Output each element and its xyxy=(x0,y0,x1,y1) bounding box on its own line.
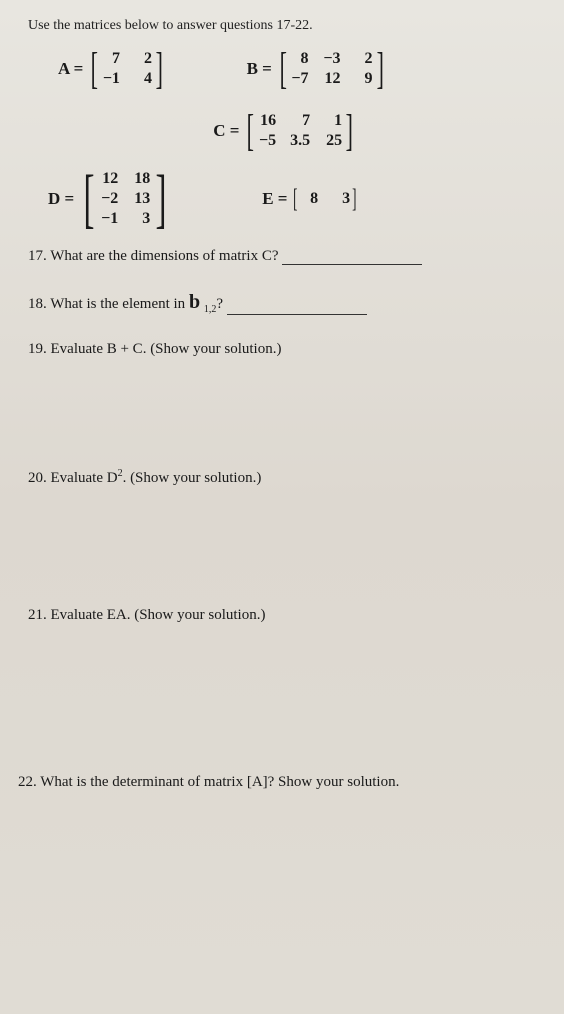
matrix-b-label: B = xyxy=(247,59,272,79)
cell: 16 xyxy=(258,112,276,130)
matrix-b: B = [ 8 −3 2 −7 12 9 ] xyxy=(247,50,388,88)
matrix-d: D = [ 12 18 −2 13 −1 3 ] xyxy=(48,170,172,228)
cell: 1 xyxy=(324,112,342,130)
cell: 3.5 xyxy=(290,132,310,150)
matrix-d-grid: 12 18 −2 13 −1 3 xyxy=(100,170,150,228)
cell: 12 xyxy=(323,70,341,88)
answer-blank xyxy=(282,251,422,265)
cell: 3 xyxy=(132,210,150,228)
question-20: 20. Evaluate D2. (Show your solution.) xyxy=(28,468,542,487)
matrix-a-label: A = xyxy=(58,59,83,79)
cell: −1 xyxy=(102,70,120,88)
matrix-e: E = [ 8 3 ] xyxy=(262,189,359,210)
matrix-b-grid: 8 −3 2 −7 12 9 xyxy=(291,50,373,88)
matrix-d-label: D = xyxy=(48,189,74,209)
bracket-left: [ xyxy=(280,51,287,86)
answer-blank xyxy=(227,301,367,315)
cell: 13 xyxy=(132,190,150,208)
q20-text-b: . (Show your solution.) xyxy=(123,470,262,486)
cell: 2 xyxy=(134,50,152,68)
cell: 4 xyxy=(134,70,152,88)
question-19: 19. Evaluate B + C. (Show your solution.… xyxy=(28,341,542,358)
cell: −5 xyxy=(258,132,276,150)
question-22: 22. What is the determinant of matrix [A… xyxy=(18,774,542,791)
matrix-e-grid: 8 3 xyxy=(300,190,350,208)
bracket-left: [ xyxy=(247,113,254,148)
matrix-c-label: C = xyxy=(213,121,239,141)
cell: 8 xyxy=(291,50,309,68)
cell: 9 xyxy=(355,70,373,88)
q18-b-symbol: b xyxy=(189,291,200,313)
cell: 7 xyxy=(102,50,120,68)
bracket-left: [ xyxy=(91,51,98,86)
bracket-right: ] xyxy=(346,113,353,148)
matrix-c-grid: 16 7 1 −5 3.5 25 xyxy=(258,112,342,150)
bracket-left: [ xyxy=(84,173,95,226)
cell: 7 xyxy=(290,112,310,130)
bracket-right: ] xyxy=(352,189,356,210)
question-18: 18. What is the element in b 1,2? xyxy=(28,291,542,315)
matrix-c: C = [ 16 7 1 −5 3.5 25 ] xyxy=(213,112,357,150)
matrix-row-1: A = [ 7 2 −1 4 ] B = [ 8 −3 2 −7 12 9 ] xyxy=(28,50,542,88)
q18-text-a: 18. What is the element in xyxy=(28,296,189,312)
q17-text: 17. What are the dimensions of matrix C? xyxy=(28,248,279,264)
question-21: 21. Evaluate EA. (Show your solution.) xyxy=(28,607,542,624)
q20-text-a: 20. Evaluate D xyxy=(28,470,118,486)
matrix-a: A = [ 7 2 −1 4 ] xyxy=(58,50,167,88)
bracket-right: ] xyxy=(376,51,383,86)
question-17: 17. What are the dimensions of matrix C? xyxy=(28,248,542,265)
bracket-right: ] xyxy=(156,51,163,86)
instruction-text: Use the matrices below to answer questio… xyxy=(28,18,542,34)
bracket-left: [ xyxy=(294,189,298,210)
bracket-right: ] xyxy=(156,173,167,226)
cell: −1 xyxy=(100,210,118,228)
cell: −3 xyxy=(323,50,341,68)
matrix-row-3: D = [ 12 18 −2 13 −1 3 ] E = [ 8 3 ] xyxy=(28,170,542,228)
q18-text-c: ? xyxy=(216,296,223,312)
cell: 3 xyxy=(332,190,350,208)
cell: −7 xyxy=(291,70,309,88)
cell: 8 xyxy=(300,190,318,208)
matrix-a-grid: 7 2 −1 4 xyxy=(102,50,152,88)
q18-subscript: 1,2 xyxy=(204,304,217,315)
cell: 18 xyxy=(132,170,150,188)
matrix-e-label: E = xyxy=(262,189,287,209)
matrix-row-2: C = [ 16 7 1 −5 3.5 25 ] xyxy=(28,112,542,150)
cell: 12 xyxy=(100,170,118,188)
cell: −2 xyxy=(100,190,118,208)
cell: 2 xyxy=(355,50,373,68)
cell: 25 xyxy=(324,132,342,150)
